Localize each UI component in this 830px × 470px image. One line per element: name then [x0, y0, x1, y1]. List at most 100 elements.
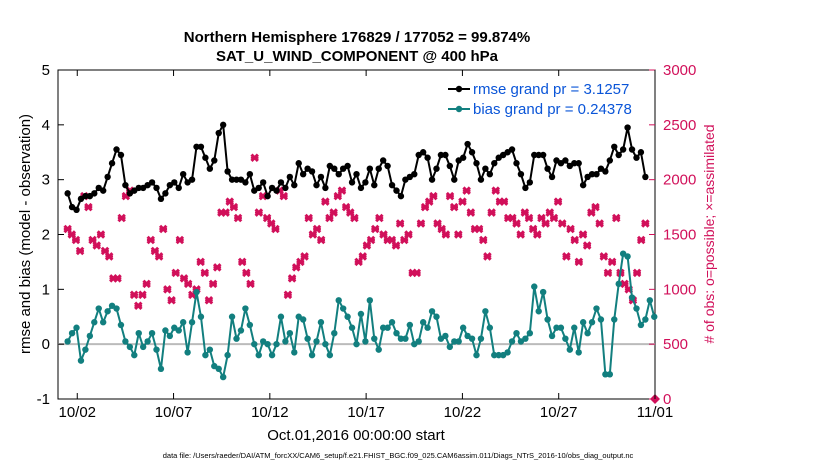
bias-point: [233, 335, 240, 342]
bias-point: [331, 330, 338, 337]
rmse-point: [73, 206, 80, 214]
assimilated-marker: [316, 235, 326, 245]
bias-point: [571, 324, 578, 331]
bias-point: [104, 308, 111, 315]
bias-point: [179, 319, 187, 326]
rmse-point: [642, 173, 649, 181]
data-file-footnote: data file: /Users/raeder/DAI/ATM_forcXX/…: [163, 451, 634, 460]
bias-point: [117, 321, 125, 329]
rmse-point: [366, 165, 374, 172]
bias-point: [317, 319, 325, 326]
bias-point: [126, 343, 134, 351]
bias-point: [562, 335, 569, 342]
bias-point: [539, 288, 547, 296]
rmse-point: [197, 143, 205, 150]
bias-point: [602, 371, 609, 378]
assimilated-marker: [574, 257, 584, 267]
rmse-point: [375, 165, 382, 172]
y-tick-label-right: 3000: [663, 62, 696, 79]
bias-point: [299, 316, 307, 323]
assimilated-marker: [312, 224, 322, 234]
bias-point: [446, 343, 454, 351]
rmse-point: [135, 184, 142, 192]
rmse-point: [122, 181, 129, 189]
rmse-point: [588, 170, 596, 178]
assimilated-marker: [578, 230, 588, 239]
legend-box: [442, 76, 650, 118]
bias-point: [397, 335, 405, 342]
rmse-point: [335, 170, 342, 178]
rmse-point: [611, 143, 618, 150]
assimilated-marker: [570, 235, 579, 245]
assimilated-marker: [113, 274, 122, 283]
assimilated-marker: [204, 296, 214, 305]
bias-point: [597, 316, 605, 323]
assimilated-marker: [607, 257, 617, 267]
rmse-point: [411, 170, 418, 178]
assimilated-marker: [196, 257, 205, 267]
x-tick-label: 10/27: [540, 404, 578, 421]
rmse-point: [433, 165, 440, 172]
rmse-point: [344, 162, 351, 170]
rmse-point: [353, 170, 360, 178]
bias-point: [291, 349, 298, 356]
legend-rmse-label: rmse grand pr = 3.1257: [473, 81, 629, 98]
assimilated-marker: [462, 186, 471, 195]
y-axis-label-right: # of obs: o=possible; ×=assimilated: [701, 124, 717, 343]
rmse-point: [424, 154, 431, 161]
bias-point: [175, 327, 182, 334]
assimilated-marker: [603, 268, 613, 278]
assimilated-marker: [337, 186, 347, 195]
rmse-point: [322, 184, 329, 192]
rmse-point: [419, 149, 427, 156]
bias-point: [268, 351, 276, 359]
series-layer: [64, 121, 658, 381]
bias-point: [326, 351, 334, 359]
bias-point: [157, 365, 165, 373]
rmse-point: [224, 168, 231, 175]
bias-point: [215, 365, 222, 373]
assimilated-marker: [287, 274, 297, 283]
assimilated-marker: [104, 252, 114, 261]
bias-point: [611, 316, 618, 323]
bias-point: [406, 321, 414, 329]
bias-point: [495, 351, 502, 359]
bias-point: [193, 288, 200, 296]
rmse-point: [602, 168, 609, 175]
rmse-point: [64, 190, 71, 197]
assimilated-marker: [200, 268, 210, 278]
bias-point: [362, 338, 369, 345]
rmse-point: [442, 151, 449, 159]
rmse-point: [393, 187, 400, 194]
bias-point: [606, 371, 614, 378]
assimilated-marker: [183, 279, 193, 289]
bias-point: [251, 340, 258, 348]
assimilated-marker: [466, 208, 476, 217]
bias-point: [148, 330, 156, 337]
assimilated-marker: [300, 252, 309, 261]
bias-point: [184, 349, 191, 356]
y-tick-label-right: 500: [663, 336, 688, 353]
bias-point: [637, 321, 645, 329]
assimilated-marker: [491, 186, 501, 195]
bias-point: [162, 327, 169, 334]
bias-point: [219, 373, 227, 381]
assimilated-marker: [582, 241, 592, 250]
bias-point: [375, 346, 382, 353]
bias-point: [86, 332, 94, 340]
assimilated-marker: [557, 219, 567, 228]
assimilated-marker: [142, 279, 151, 289]
bias-point: [82, 346, 89, 353]
bias-point: [628, 294, 636, 301]
x-tick-label: 10/02: [58, 404, 96, 421]
bias-point: [304, 335, 311, 342]
assimilated-marker: [304, 213, 313, 223]
rmse-point: [544, 165, 551, 172]
y-tick-label-left: 1: [42, 281, 50, 298]
bias-point: [513, 330, 520, 337]
rmse-point: [379, 157, 387, 164]
rmse-point: [211, 157, 218, 164]
bias-point: [122, 338, 129, 345]
rmse-point: [571, 160, 578, 167]
assimilated-marker: [549, 213, 559, 223]
